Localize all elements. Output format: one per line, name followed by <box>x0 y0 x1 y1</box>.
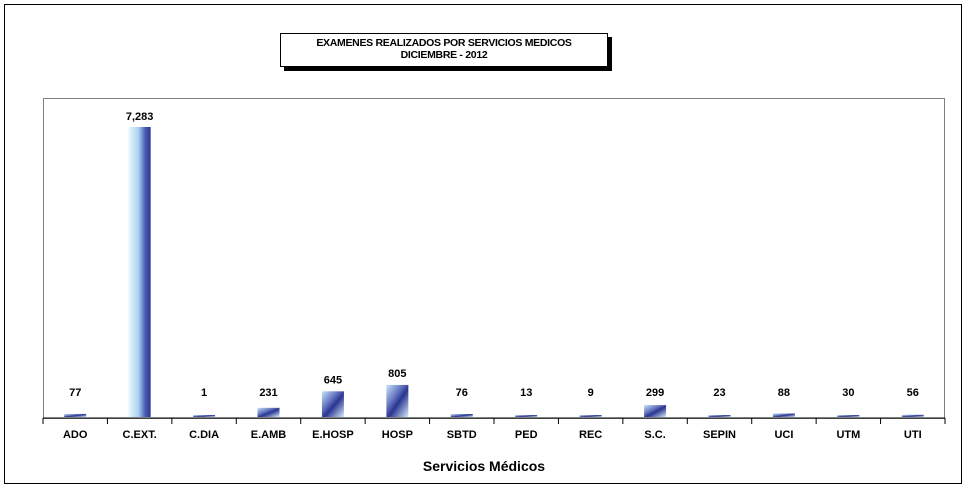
x-tick-label: C.EXT. <box>123 429 157 441</box>
bar-utm <box>837 415 860 417</box>
bar-uti <box>901 414 924 417</box>
data-label: 13 <box>520 387 532 399</box>
chart-title: EXAMENES REALIZADOS POR SERVICIOS MEDICO… <box>316 37 572 49</box>
x-tick-label: E.HOSP <box>312 429 354 441</box>
data-label: 56 <box>907 387 919 399</box>
bar-ped <box>515 415 538 417</box>
bar-e-hosp <box>321 391 344 417</box>
chart-frame <box>4 4 962 484</box>
data-label: 805 <box>388 368 406 380</box>
data-label: 231 <box>259 387 277 399</box>
bar-ado <box>64 413 87 417</box>
x-tick-label: S.C. <box>644 429 665 441</box>
data-label: 9 <box>588 387 594 399</box>
data-label: 1 <box>201 387 207 399</box>
data-label: 77 <box>69 387 81 399</box>
x-tick-label: SBTD <box>447 429 477 441</box>
x-tick-label: E.AMB <box>251 429 287 441</box>
x-tick-label: C.DIA <box>189 429 219 441</box>
x-tick-label: HOSP <box>382 429 413 441</box>
bar-rec <box>579 415 602 417</box>
chart-subtitle: DICIEMBRE - 2012 <box>400 49 488 61</box>
bar-e-amb <box>257 407 280 417</box>
data-label: 299 <box>646 387 664 399</box>
data-label: 645 <box>324 374 342 386</box>
x-axis-title: Servicios Médicos <box>422 458 546 474</box>
data-label: 23 <box>713 387 725 399</box>
x-tick-label: ADO <box>63 429 88 441</box>
x-tick-label: UCI <box>774 429 793 441</box>
data-label: 30 <box>842 387 854 399</box>
bar-sbtd <box>450 413 473 417</box>
bar-s-c <box>644 405 667 417</box>
bar-uci <box>772 413 795 417</box>
bar-c-dia <box>193 415 216 417</box>
chart-title-box: EXAMENES REALIZADOS POR SERVICIOS MEDICO… <box>280 33 608 67</box>
data-label: 88 <box>778 387 790 399</box>
x-tick-label: REC <box>579 429 602 441</box>
x-tick-label: SEPIN <box>703 429 736 441</box>
bar-c-ext <box>128 127 151 417</box>
data-label: 76 <box>456 387 468 399</box>
bar-sepin <box>708 415 731 417</box>
x-tick-label: PED <box>515 429 538 441</box>
data-label: 7,283 <box>126 111 154 123</box>
bar-hosp <box>386 384 409 417</box>
x-tick-label: UTM <box>836 429 860 441</box>
x-tick-label: UTI <box>904 429 922 441</box>
